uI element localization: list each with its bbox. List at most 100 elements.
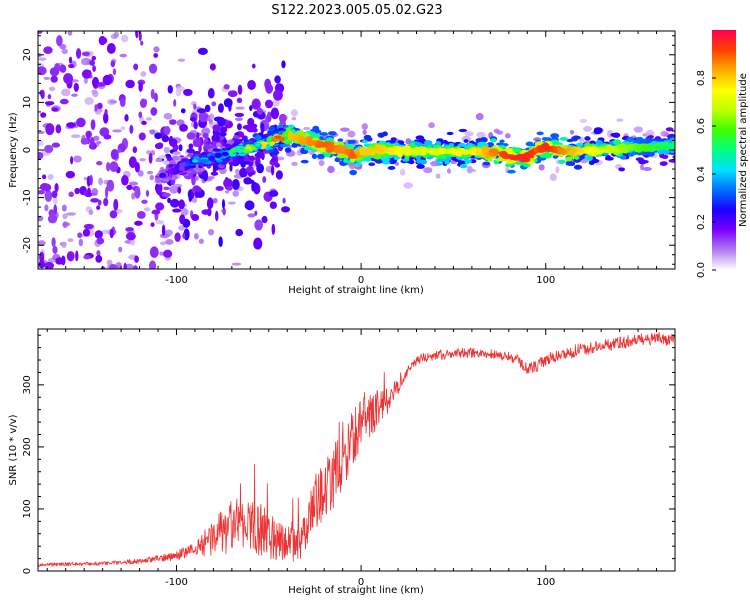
noise-blob [261,215,268,224]
colorbar-ticks: 0.0 0.2 0.4 0.6 0.8 [696,70,716,278]
noise-blob [244,200,255,211]
noise-blob [159,251,165,256]
noise-blob [264,78,272,90]
y-tick-label: 0 [22,147,33,153]
ridge-blob [416,164,425,169]
noise-blob [202,144,213,150]
ridge-blob [323,152,332,158]
ridge-blob [475,150,482,156]
noise-blob [272,99,280,107]
ridge-blob [612,139,622,145]
noise-blob [125,263,134,269]
snr-panel: -100 0 100 0 100 200 300 Height of straight li… [8,328,676,596]
ridge-blob [573,164,583,170]
noise-blob [133,63,139,71]
ridge-blob [199,158,209,163]
noise-blob [475,113,484,121]
ridge-blob [642,160,649,164]
noise-blob [129,238,136,246]
x-tick-label: 0 [358,577,364,588]
noise-blob [38,190,45,195]
noise-blob [46,307,50,314]
noise-blob [45,298,53,301]
noise-blob [219,132,227,137]
noise-blob [256,163,265,174]
noise-blob [217,117,226,127]
ridge-blob [463,157,470,162]
noise-blob [169,119,177,125]
noise-blob [68,64,75,69]
ridge-blob [377,132,385,138]
noise-blob [149,260,157,269]
ridge-blob [559,137,569,141]
noise-blob [239,167,248,178]
noise-blob [399,168,406,176]
noise-blob [179,214,186,225]
noise-blob [206,175,215,180]
ridge-blob [515,147,522,153]
ridge-blob [254,153,261,158]
noise-blob [61,204,67,212]
noise-blob [201,209,211,215]
noise-blob [77,232,83,239]
noise-blob [234,112,245,117]
noise-blob [303,126,311,131]
noise-blob [633,126,643,133]
ridge-blob [215,142,222,148]
noise-blob [134,220,143,226]
ridge-blob [557,147,565,152]
ridge-blob [442,140,448,144]
noise-blob [47,284,55,290]
colorbar-tick-label: 0.6 [696,118,707,134]
noise-blob [107,3,112,15]
noise-blob [134,162,140,173]
ridge-blob [315,142,323,147]
noise-blob [169,198,180,208]
noise-blob [215,186,224,191]
ridge-blob [230,148,237,154]
snr-ticks: -100 0 100 0 100 200 300 [22,329,676,588]
y-tick-label: -10 [22,189,33,205]
ridge-blob [417,149,427,154]
noise-blob [223,84,230,90]
ridge-blob [468,148,477,154]
ridge-blob [212,148,221,152]
ridge-blob [425,140,433,146]
noise-blob [180,208,189,216]
noise-blob [138,111,143,119]
ridge-blob [584,136,591,141]
noise-blob [231,179,240,191]
ridge-blob [613,148,620,152]
noise-blob [112,68,117,76]
noise-blob [207,87,215,99]
noise-blob [203,171,208,182]
noise-blob [140,71,147,77]
ridge-blob [536,148,546,153]
noise-blob [251,98,261,110]
snr-ylabel: SNR (10 * v/v) [8,414,19,485]
ridge-blob [242,156,251,162]
noise-blob [274,162,280,168]
noise-blob [148,4,155,12]
noise-blob [128,156,137,168]
noise-blob [46,275,54,281]
y-tick-label: 10 [22,96,33,109]
ridge-blob [255,143,261,147]
noise-blob [53,204,58,215]
noise-blob [271,223,276,235]
ridge-blob [374,147,384,152]
noise-blob [68,191,74,198]
noise-blob [153,92,158,103]
noise-blob [435,173,441,179]
noise-blob [72,319,81,323]
noise-blob [129,124,134,134]
ridge-blob [205,141,214,145]
ridge-blob [298,140,306,144]
noise-blob [88,209,94,216]
noise-blob [117,148,122,153]
noise-blob [92,286,98,294]
noise-blob [96,160,103,166]
noise-blob [274,75,281,84]
ridge-blob [241,149,250,153]
noise-blob [138,21,148,31]
